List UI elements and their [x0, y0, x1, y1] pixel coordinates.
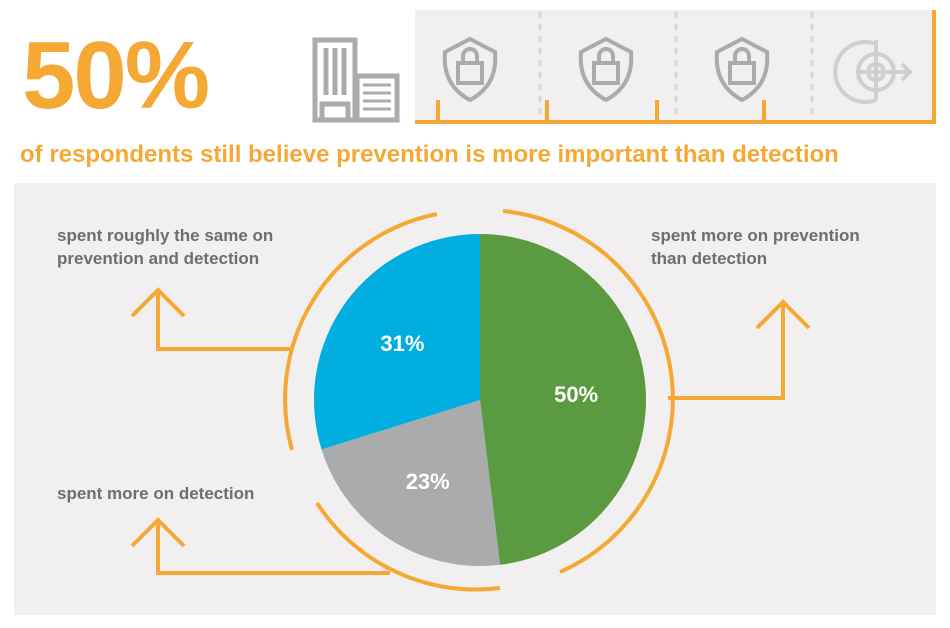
pie-chart: 50% 23% 31% — [314, 234, 646, 566]
pie-slice-label: 50% — [554, 382, 598, 407]
pie-slice — [321, 400, 501, 566]
shield-lock-icon — [578, 36, 634, 103]
label-prevention: spent more on prevention than detection — [651, 226, 860, 268]
building-icon — [312, 37, 400, 123]
target-arrow-icon — [833, 40, 913, 104]
label-same: spent roughly the same on prevention and… — [57, 226, 274, 268]
shield-lock-icon — [714, 36, 770, 103]
label-detection: spent more on detection — [57, 484, 255, 503]
pie-slice-label: 31% — [380, 331, 424, 356]
shield-lock-icon — [442, 36, 498, 103]
pie-slice — [480, 234, 646, 565]
pie-slice-label: 23% — [406, 469, 450, 494]
pie-slice — [314, 234, 480, 450]
headline-subtitle: of respondents still believe prevention … — [20, 141, 839, 168]
ring-arcs — [130, 209, 811, 592]
headline-stat: 50% — [22, 22, 210, 129]
